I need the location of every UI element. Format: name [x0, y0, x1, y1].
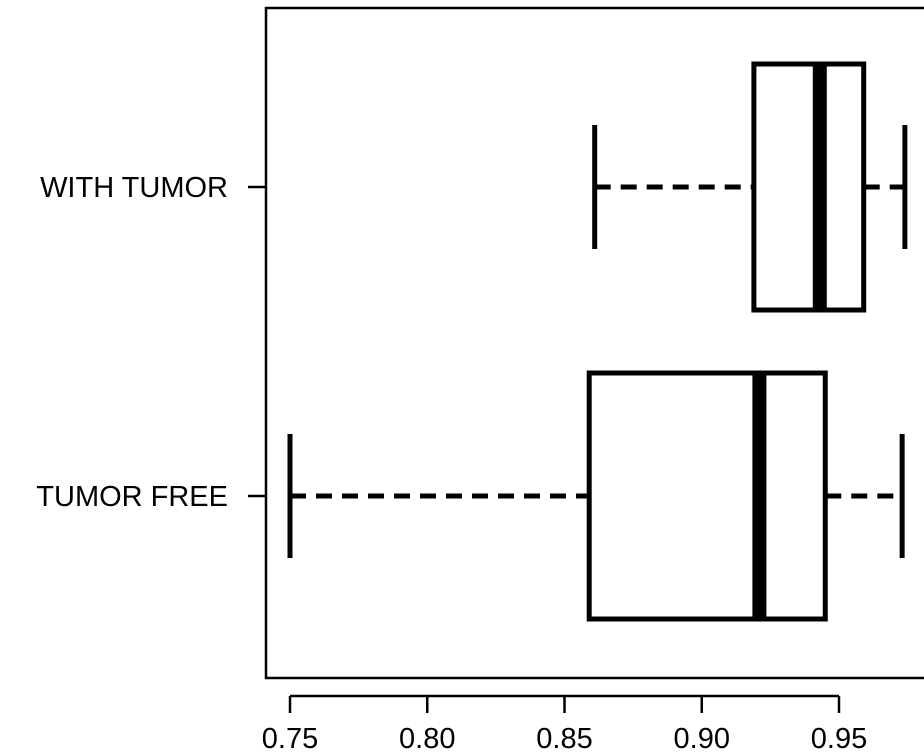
- axes: [248, 6, 924, 713]
- x-tick-label: 0.75: [262, 723, 318, 753]
- y-tick-label: WITH TUMOR: [40, 172, 228, 204]
- plot-marks: [287, 61, 908, 622]
- box-group: [287, 370, 905, 622]
- iqr-box: [751, 61, 867, 313]
- x-tick-label: 0.80: [399, 723, 455, 753]
- plot-frame: [264, 6, 924, 680]
- iqr-box: [586, 370, 828, 622]
- x-tick-label: 0.85: [536, 723, 592, 753]
- axis-labels: 0.75 0.80 0.85 0.90 0.95 WITH TUMOR TUMOR FREE: [36, 172, 867, 753]
- x-tick-label: 0.90: [674, 723, 730, 753]
- box-group: [592, 61, 908, 313]
- y-tick-label: TUMOR FREE: [36, 481, 228, 513]
- x-tick-label: 0.95: [811, 723, 867, 753]
